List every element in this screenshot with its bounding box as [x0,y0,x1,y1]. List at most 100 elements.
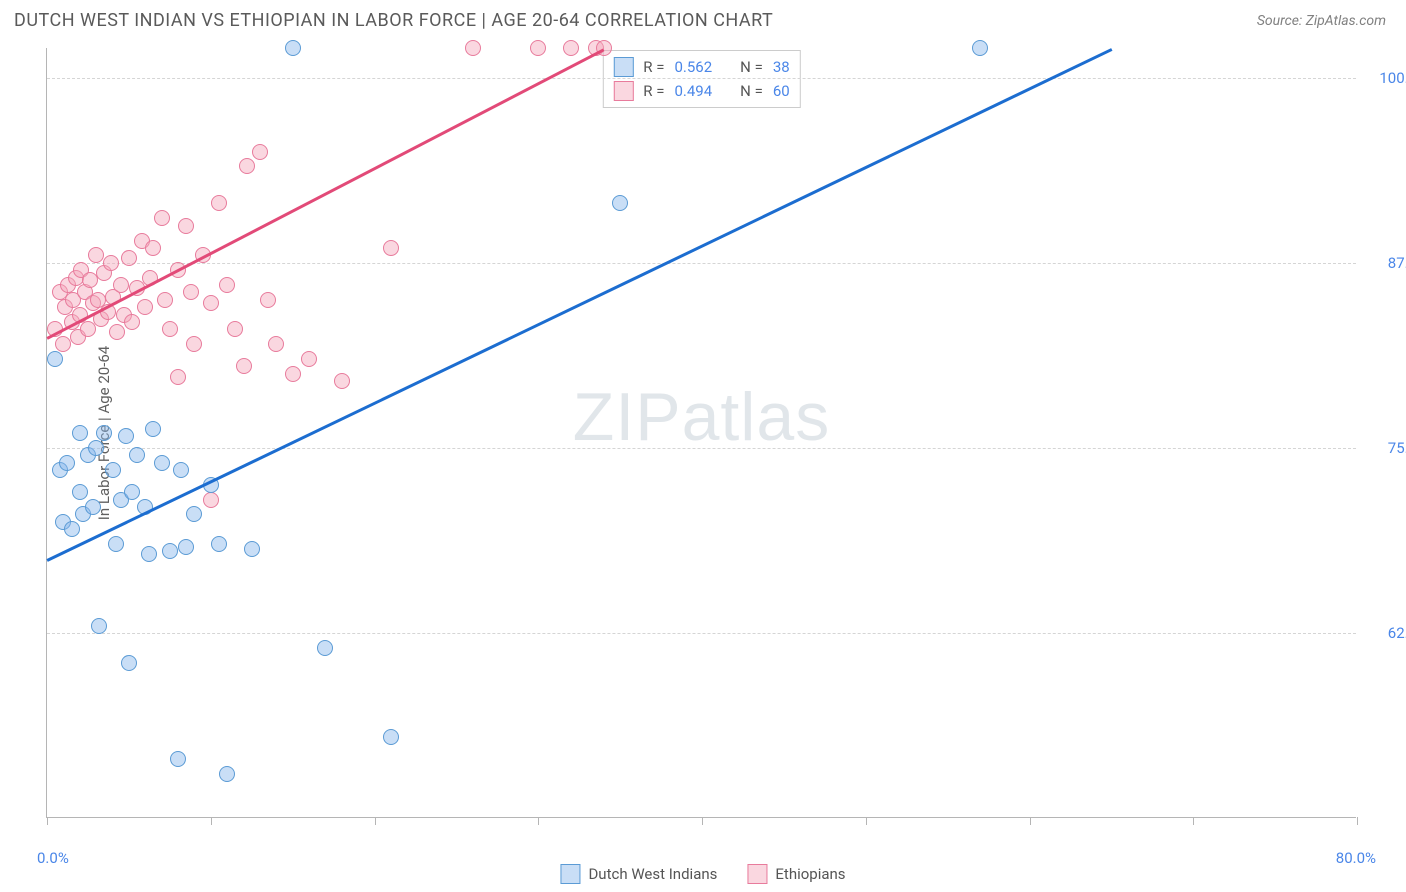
scatter-point [118,428,134,444]
x-tick [375,817,376,825]
legend-swatch-pink [747,864,767,884]
scatter-point [285,40,301,56]
scatter-point [103,255,119,271]
scatter-point [465,40,481,56]
scatter-point [239,158,255,174]
legend-item-series2: Ethiopians [747,864,845,884]
scatter-point [183,284,199,300]
scatter-point [141,546,157,562]
x-tick [211,817,212,825]
scatter-point [88,440,104,456]
legend-swatch-blue [560,864,580,884]
chart-plot-area: In Labor Force | Age 20-64 ZIPatlas R = … [46,48,1356,818]
trend-line [46,48,604,339]
y-tick-label: 100.0% [1363,69,1406,87]
gridline [47,448,1356,449]
scatter-point [186,506,202,522]
stats-n-label: N = [740,58,763,76]
scatter-point [170,751,186,767]
scatter-point [244,541,260,557]
legend-item-series1: Dutch West Indians [560,864,717,884]
stats-r-label: R = [643,58,664,76]
x-tick [538,817,539,825]
stats-swatch-blue [613,57,633,77]
scatter-point [383,729,399,745]
scatter-point [91,618,107,634]
x-tick [1030,817,1031,825]
scatter-point [236,358,252,374]
scatter-point [173,462,189,478]
scatter-point [219,277,235,293]
legend-label-1: Dutch West Indians [588,865,717,883]
scatter-point [55,336,71,352]
scatter-point [186,336,202,352]
x-tick [1357,817,1358,825]
legend-label-2: Ethiopians [775,865,845,883]
x-tick [866,817,867,825]
scatter-point [972,40,988,56]
x-axis-max: 80.0% [1336,849,1376,867]
scatter-point [121,655,137,671]
scatter-point [47,351,63,367]
scatter-point [105,462,121,478]
scatter-point [82,272,98,288]
scatter-point [301,351,317,367]
chart-title: DUTCH WEST INDIAN VS ETHIOPIAN IN LABOR … [14,10,773,31]
gridline [47,78,1356,79]
scatter-point [88,247,104,263]
source-label: Source: ZipAtlas.com [1257,13,1386,29]
y-tick-label: 87.5% [1363,254,1406,272]
scatter-point [145,240,161,256]
stats-row-series1: R = 0.562 N = 38 [613,55,789,79]
x-tick [702,817,703,825]
x-axis-min: 0.0% [37,849,69,867]
gridline [47,263,1356,264]
scatter-point [80,321,96,337]
scatter-point [72,425,88,441]
scatter-point [162,543,178,559]
scatter-point [334,373,350,389]
scatter-point [612,195,628,211]
scatter-point [145,421,161,437]
scatter-point [219,766,235,782]
scatter-point [227,321,243,337]
stats-n-value-2: 60 [773,82,790,100]
y-tick-label: 75.0% [1363,439,1406,457]
scatter-point [72,484,88,500]
scatter-point [203,492,219,508]
scatter-point [154,455,170,471]
scatter-point [211,536,227,552]
stats-r-value-1: 0.562 [674,58,712,76]
scatter-point [108,536,124,552]
stats-n-value-1: 38 [773,58,790,76]
stats-swatch-pink [613,81,633,101]
stats-r-value-2: 0.494 [674,82,712,100]
scatter-point [124,314,140,330]
scatter-point [285,366,301,382]
x-tick [1193,817,1194,825]
scatter-point [96,425,112,441]
scatter-point [59,455,75,471]
scatter-point [85,499,101,515]
scatter-point [203,295,219,311]
gridline [47,633,1356,634]
x-tick [47,817,48,825]
scatter-point [317,640,333,656]
scatter-point [109,324,125,340]
scatter-point [162,321,178,337]
scatter-point [211,195,227,211]
scatter-point [563,40,579,56]
scatter-point [154,210,170,226]
scatter-point [268,336,284,352]
scatter-point [129,447,145,463]
scatter-point [64,521,80,537]
scatter-point [157,292,173,308]
scatter-point [124,484,140,500]
stats-n-label: N = [740,82,763,100]
scatter-point [178,218,194,234]
scatter-point [383,240,399,256]
scatter-point [530,40,546,56]
scatter-point [137,299,153,315]
chart-legend: Dutch West Indians Ethiopians [560,864,845,884]
scatter-point [252,144,268,160]
